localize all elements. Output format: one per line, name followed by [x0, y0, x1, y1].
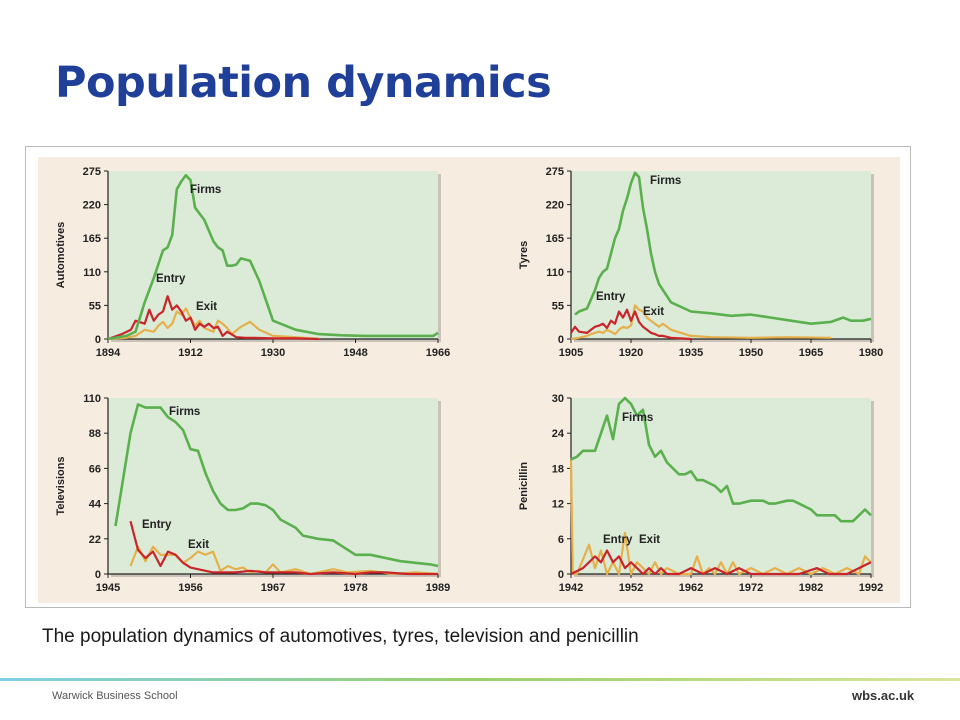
- series-line-entry: [570, 549, 872, 576]
- series-line-firms: [114, 403, 439, 568]
- figure-frame: 0 55 110 165 220 275 1894 1912 1930 1948 1966 Autom…: [25, 146, 911, 608]
- footer-url: wbs.ac.uk: [852, 688, 915, 703]
- y-tick-label: 220: [83, 200, 101, 212]
- y-tick-label: 22: [89, 534, 101, 546]
- series-label-firms: Firms: [650, 175, 681, 187]
- chart-tyres: 0 55 110 165 220 275 1905 1920 1935 1950 1965 1980 T…: [518, 166, 883, 359]
- y-tick-label: 0: [558, 569, 564, 581]
- y-tick-label: 44: [89, 499, 102, 511]
- plot-area: [108, 171, 438, 339]
- y-axis-label: Televisions: [55, 456, 67, 515]
- figure-caption: The population dynamics of automotives, …: [42, 626, 639, 647]
- y-tick-label: 0: [95, 334, 101, 346]
- x-tick-label: 1952: [619, 582, 643, 594]
- y-tick-label: 18: [552, 463, 564, 475]
- series-label-exit: Exit: [639, 534, 660, 546]
- x-tick-label: 1978: [343, 582, 367, 594]
- series-line-exit: [570, 304, 832, 341]
- x-tick-label: 1982: [799, 582, 823, 594]
- chart-penicillin: 0 6 12 18 24 30 1942 1952 1962 1972 1982 1992 Penici…: [518, 393, 883, 594]
- figure-panel: 0 55 110 165 220 275 1894 1912 1930 1948 1966 Autom…: [38, 157, 900, 603]
- x-tick-label: 1920: [619, 347, 643, 359]
- series-label-exit: Exit: [188, 539, 209, 551]
- y-tick-label: 66: [89, 463, 101, 475]
- x-tick-label: 1980: [859, 347, 883, 359]
- x-tick-label: 1965: [799, 347, 823, 359]
- footer-school-name: Warwick Business School: [52, 690, 178, 702]
- series-line-entry: [107, 295, 319, 341]
- y-tick-label: 275: [83, 166, 101, 178]
- plot-area: [108, 398, 438, 574]
- plot-area: [571, 398, 871, 574]
- chart-automotives: 0 55 110 165 220 275 1894 1912 1930 1948 1966 Autom…: [55, 166, 450, 359]
- series-line-firms: [570, 396, 872, 523]
- x-tick-label: 1912: [178, 347, 202, 359]
- y-axis-label: Penicillin: [518, 462, 530, 511]
- footer-divider: [0, 678, 960, 681]
- x-tick-label: 1992: [859, 582, 883, 594]
- y-axis-label: Automotives: [55, 222, 67, 289]
- series-label-firms: Firms: [169, 406, 200, 418]
- y-tick-label: 6: [558, 534, 564, 546]
- series-label-firms: Firms: [190, 184, 221, 196]
- series-label-entry: Entry: [156, 273, 186, 285]
- y-tick-label: 165: [546, 233, 564, 245]
- y-tick-label: 110: [546, 267, 564, 279]
- x-tick-label: 1942: [559, 582, 583, 594]
- x-tick-label: 1930: [261, 347, 285, 359]
- x-tick-label: 1894: [96, 347, 121, 359]
- x-tick-label: 1935: [679, 347, 703, 359]
- y-axis-label: Tyres: [518, 241, 530, 270]
- series-label-firms: Firms: [622, 412, 653, 424]
- chart-televisions: 0 22 44 66 88 110 1945 1956 1967 1978 1989 Televisi…: [55, 393, 450, 594]
- y-tick-label: 165: [83, 233, 101, 245]
- x-tick-label: 1945: [96, 582, 120, 594]
- x-tick-label: 1956: [178, 582, 202, 594]
- y-tick-label: 0: [558, 334, 564, 346]
- series-line-entry: [129, 520, 438, 576]
- series-line-entry: [570, 308, 692, 341]
- y-tick-label: 88: [89, 428, 101, 440]
- y-tick-label: 30: [552, 393, 564, 405]
- series-line-firms: [574, 171, 872, 325]
- y-tick-label: 55: [89, 300, 101, 312]
- y-tick-label: 110: [83, 393, 101, 405]
- y-tick-label: 0: [95, 569, 101, 581]
- x-tick-label: 1950: [739, 347, 763, 359]
- series-label-entry: Entry: [596, 291, 626, 303]
- plot-area: [571, 171, 871, 339]
- series-label-entry: Entry: [603, 534, 633, 546]
- x-tick-label: 1948: [343, 347, 367, 359]
- y-tick-label: 55: [552, 300, 564, 312]
- series-label-entry: Entry: [142, 519, 172, 531]
- y-tick-label: 24: [552, 428, 565, 440]
- y-tick-label: 220: [546, 200, 564, 212]
- x-tick-label: 1967: [261, 582, 285, 594]
- x-tick-label: 1962: [679, 582, 703, 594]
- y-tick-label: 12: [552, 499, 564, 511]
- x-tick-label: 1972: [739, 582, 763, 594]
- series-label-exit: Exit: [196, 301, 217, 313]
- series-line-firms: [107, 173, 439, 341]
- x-tick-label: 1966: [426, 347, 450, 359]
- y-tick-label: 110: [83, 267, 101, 279]
- series-label-exit: Exit: [643, 306, 664, 318]
- x-tick-label: 1905: [559, 347, 583, 359]
- y-tick-label: 275: [546, 166, 564, 178]
- slide-title: Population dynamics: [55, 58, 552, 108]
- x-tick-label: 1989: [426, 582, 450, 594]
- series-line-exit: [107, 307, 319, 341]
